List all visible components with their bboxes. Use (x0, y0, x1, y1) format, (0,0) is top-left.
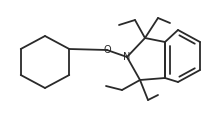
Text: N: N (123, 52, 131, 62)
Text: O: O (103, 45, 111, 55)
